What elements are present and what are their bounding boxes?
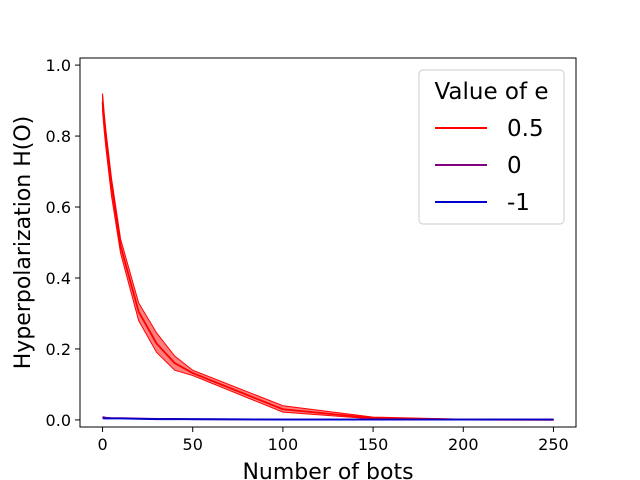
x-tick-label: 0 xyxy=(97,435,107,454)
y-tick-label: 0.0 xyxy=(46,411,71,430)
x-tick-label: 200 xyxy=(448,435,479,454)
y-tick-label: 1.0 xyxy=(46,56,71,75)
series-line-0 xyxy=(101,102,554,421)
x-tick-label: 250 xyxy=(538,435,569,454)
x-tick-label: 150 xyxy=(358,435,389,454)
x-tick-label: 100 xyxy=(268,435,299,454)
legend-entry: 0 xyxy=(435,153,522,179)
x-tick-label: 50 xyxy=(183,435,203,454)
y-tick-label: 0.4 xyxy=(46,269,71,288)
legend-entry: 0.5 xyxy=(435,116,544,142)
x-axis-ticks: 0 50 100 150 200 250 xyxy=(97,427,569,454)
y-tick-label: 0.8 xyxy=(46,127,71,146)
legend-label: -1 xyxy=(507,190,530,216)
legend-entry: -1 xyxy=(435,190,530,216)
series-lines xyxy=(101,102,554,421)
y-axis-label: Hyperpolarization H(O) xyxy=(11,116,36,369)
legend-title: Value of e xyxy=(434,79,548,105)
legend-label: 0 xyxy=(507,153,522,179)
y-axis-ticks: 0.0 0.2 0.4 0.6 0.8 1.0 xyxy=(46,56,80,430)
y-tick-label: 0.6 xyxy=(46,198,71,217)
legend-entries: 0.5 0 -1 xyxy=(435,116,544,216)
legend: Value of e 0.5 0 -1 xyxy=(418,69,565,225)
legend-label: 0.5 xyxy=(507,116,544,142)
x-axis-label: Number of bots xyxy=(242,460,413,480)
legend-box xyxy=(418,69,565,225)
plot-frame xyxy=(79,57,577,428)
series-line-2 xyxy=(102,417,554,421)
y-tick-label: 0.2 xyxy=(46,340,71,359)
